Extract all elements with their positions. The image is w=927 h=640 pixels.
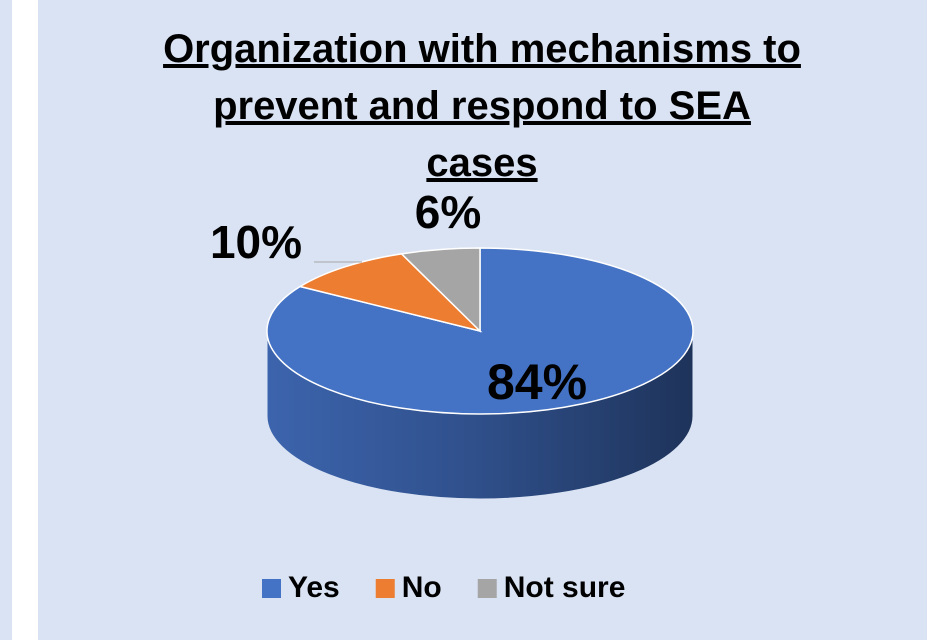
left-border <box>0 0 12 640</box>
pie-slice <box>266 247 694 415</box>
data-label: 6% <box>415 186 481 238</box>
pie-slice <box>399 247 481 333</box>
legend-swatch <box>262 579 281 598</box>
pie-slice <box>298 253 483 333</box>
legend-label: Not sure <box>504 571 626 604</box>
legend-swatch <box>477 579 497 598</box>
legend-label: Yes <box>288 571 340 604</box>
data-label: 10% <box>210 216 302 268</box>
legend-label: No <box>402 571 442 604</box>
chart-title: Organization with mechanisms to prevent a… <box>163 27 801 185</box>
data-label: 84% <box>487 354 587 410</box>
legend-swatch <box>375 579 395 598</box>
